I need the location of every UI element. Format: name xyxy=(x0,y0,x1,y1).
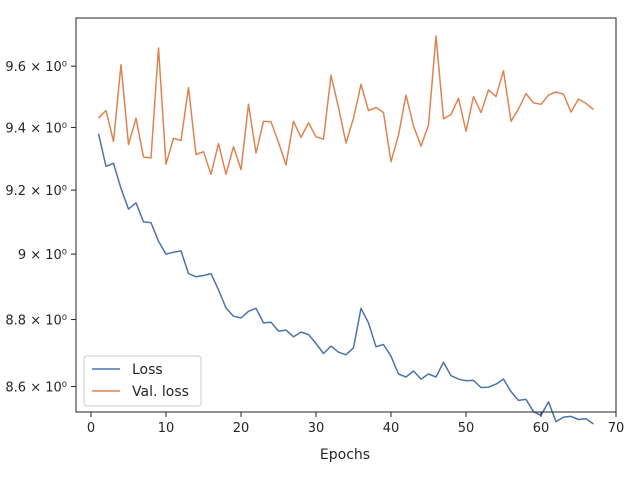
x-tick-label: 50 xyxy=(458,421,475,436)
y-tick-label: 9.6 × 10⁰ xyxy=(5,60,67,75)
plot-area xyxy=(97,35,594,425)
series-line-loss xyxy=(97,133,594,425)
x-tick-label: 70 xyxy=(608,421,625,436)
axes: 0 10 20 30 40 50 60 70 8.6 × 10⁰ 8.8 × 10⁰ 9 × 10⁰… xyxy=(5,17,625,436)
plot-frame xyxy=(75,17,617,413)
series-line-val-loss xyxy=(97,35,594,176)
x-tick-label: 60 xyxy=(533,421,550,436)
x-axis-label: Epochs xyxy=(320,447,370,463)
legend-label: Loss xyxy=(132,362,163,378)
x-tick-label: 30 xyxy=(308,421,325,436)
x-tick-label: 10 xyxy=(158,421,175,436)
x-tick-label: 20 xyxy=(233,421,250,436)
x-tick-label: 40 xyxy=(383,421,400,436)
y-tick-label: 9.2 × 10⁰ xyxy=(5,184,67,199)
x-tick-label: 0 xyxy=(87,421,95,436)
legend: Loss Val. loss xyxy=(83,355,202,407)
legend-label: Val. loss xyxy=(132,384,189,400)
y-tick-label: 9 × 10⁰ xyxy=(18,248,67,263)
y-tick-label: 8.6 × 10⁰ xyxy=(5,380,67,395)
y-tick-label: 8.8 × 10⁰ xyxy=(5,314,67,329)
y-tick-label: 9.4 × 10⁰ xyxy=(5,121,67,136)
